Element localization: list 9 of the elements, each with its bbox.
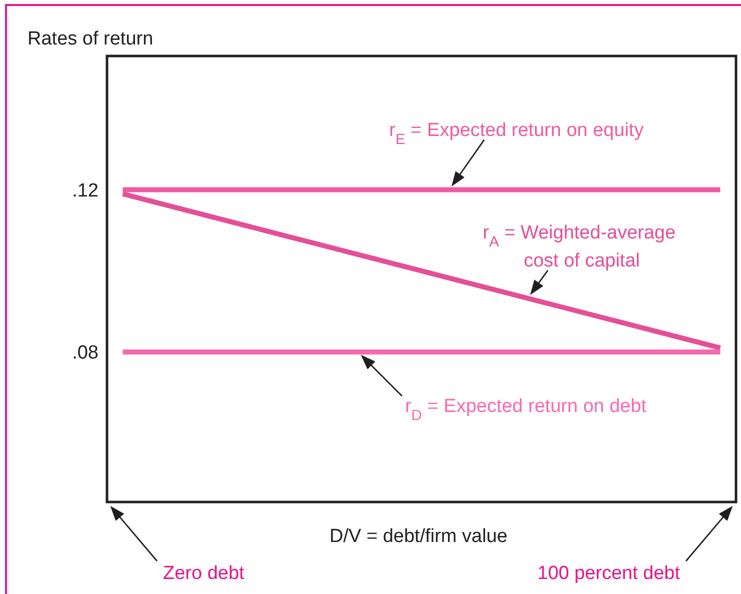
text: r$_{E}$ = Expected return on equity	[389, 120, 644, 148]
text: 100 percent debt	[537, 563, 681, 584]
y-tick-label: .08	[72, 342, 98, 364]
text: r$_{D}$ = Expected return on debt	[404, 396, 648, 424]
y-axis-title: Rates of return	[28, 28, 154, 50]
y-tick-label: .12	[72, 180, 98, 202]
text: Zero debt	[163, 563, 246, 584]
series-label: r$_{A}$ = Weighted-average cost of capital	[482, 222, 681, 272]
x-axis-title: D/V = debt/firm value	[330, 526, 508, 547]
